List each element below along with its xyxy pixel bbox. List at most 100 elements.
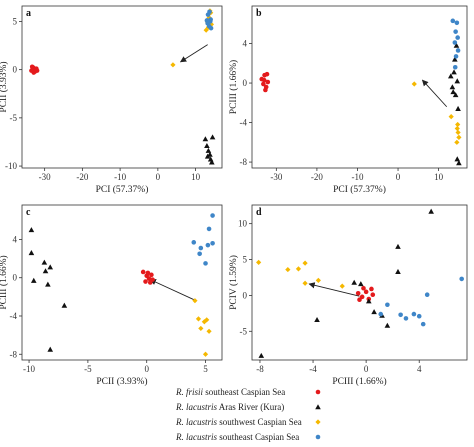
shift-arrow [179,44,208,63]
data-point [452,56,458,62]
y-tick-label: -5 [240,326,248,336]
series-sw [170,8,215,68]
data-point [302,280,308,286]
data-point [451,69,457,75]
legend-entry-label: R. lacustris Aras River (Kura) [175,402,284,412]
data-point [453,54,459,59]
data-point [452,64,458,70]
data-point [207,9,212,15]
x-tick-label: -20 [76,172,88,182]
y-axis-label: PCIV (1.59%) [228,255,239,310]
data-point [395,243,401,249]
data-point [203,261,208,266]
data-point [378,311,384,317]
y-tick-label: 4 [13,234,18,244]
y-tick-label: 5 [243,255,248,265]
data-point [263,87,268,93]
y-tick-label: 4 [243,39,248,49]
data-point [455,35,460,40]
legend-place: southeast Caspian Sea [203,387,285,397]
data-point [450,89,457,95]
data-point [205,147,212,153]
legend-marker [315,419,321,425]
y-tick-label: -4 [240,118,248,128]
data-point [365,298,372,304]
data-point [357,297,362,303]
data-point [455,129,461,136]
series-frisii [355,285,376,303]
x-tick-label: -30 [39,172,51,182]
data-point [455,121,461,128]
panel-label: d [256,207,262,218]
data-point [198,325,204,332]
panel-a: a -30 -20 -10 0 10 5 0 -5 -10 PCI (57.37%) PCII (3.… [0,5,223,195]
data-point [204,153,211,159]
x-tick-label: -30 [270,172,282,182]
plot-frame [21,204,223,361]
data-point [256,259,262,266]
y-tick-label: -10 [5,161,17,171]
data-point [145,270,151,276]
data-point [29,64,35,70]
x-tick-label: 0 [144,364,149,374]
data-point [454,125,460,132]
data-point [202,136,209,142]
series-sw [256,259,345,289]
series-se [191,213,215,266]
data-point [261,81,266,87]
y-tick-label: 10 [238,219,248,229]
x-tick-label: -20 [311,172,323,182]
data-point [363,289,369,295]
data-point [351,279,357,285]
x-tick-label: -10 [351,172,363,182]
panel-c: c -10 -5 0 5 4 0 -4 -8 PCII (3.93%) PCIII (1.66%) [0,204,223,387]
legend-species: R. lacustris [175,402,217,412]
y-tick-label: 0 [13,273,18,283]
data-point [204,143,210,149]
shift-arrow [149,279,197,302]
data-point [210,240,215,246]
data-point [361,285,366,291]
data-point [149,272,154,278]
series-aras [258,208,434,358]
series-frisii [140,269,155,285]
x-tick-label: 10 [434,172,444,182]
panel-label: a [26,8,31,19]
data-point [448,114,454,120]
y-tick-label: 0 [243,78,248,88]
legend-species: R. lacustris [175,417,217,427]
data-point [455,105,461,111]
data-point [398,312,403,318]
data-point [61,302,68,308]
data-point [170,62,176,68]
data-point [454,20,460,26]
data-point [285,266,291,273]
plot-frame [21,5,223,169]
data-point [45,281,51,287]
y-tick-label: 5 [13,16,18,26]
data-point [459,276,464,282]
data-point [454,78,461,84]
data-point [205,21,210,26]
data-point [206,226,212,232]
data-point [314,317,320,323]
data-point [258,352,265,358]
data-point [449,84,456,90]
data-point [30,277,37,283]
data-point [454,139,460,145]
data-point [209,159,215,165]
data-point [28,227,35,233]
x-axis-label: PCII (3.93%) [96,376,147,387]
x-tick-label: -4 [309,364,317,374]
shift-arrow [308,282,360,297]
legend-place: southwest Caspian Sea [217,417,302,427]
data-point [452,92,459,98]
data-point [205,242,211,248]
data-point [192,298,198,304]
series-se [204,9,214,31]
x-tick-label: 0 [364,364,369,374]
y-axis-label: PCIII (1.66%) [0,255,9,309]
plot-frame [251,5,468,169]
data-point [455,48,461,53]
data-point [202,351,209,357]
